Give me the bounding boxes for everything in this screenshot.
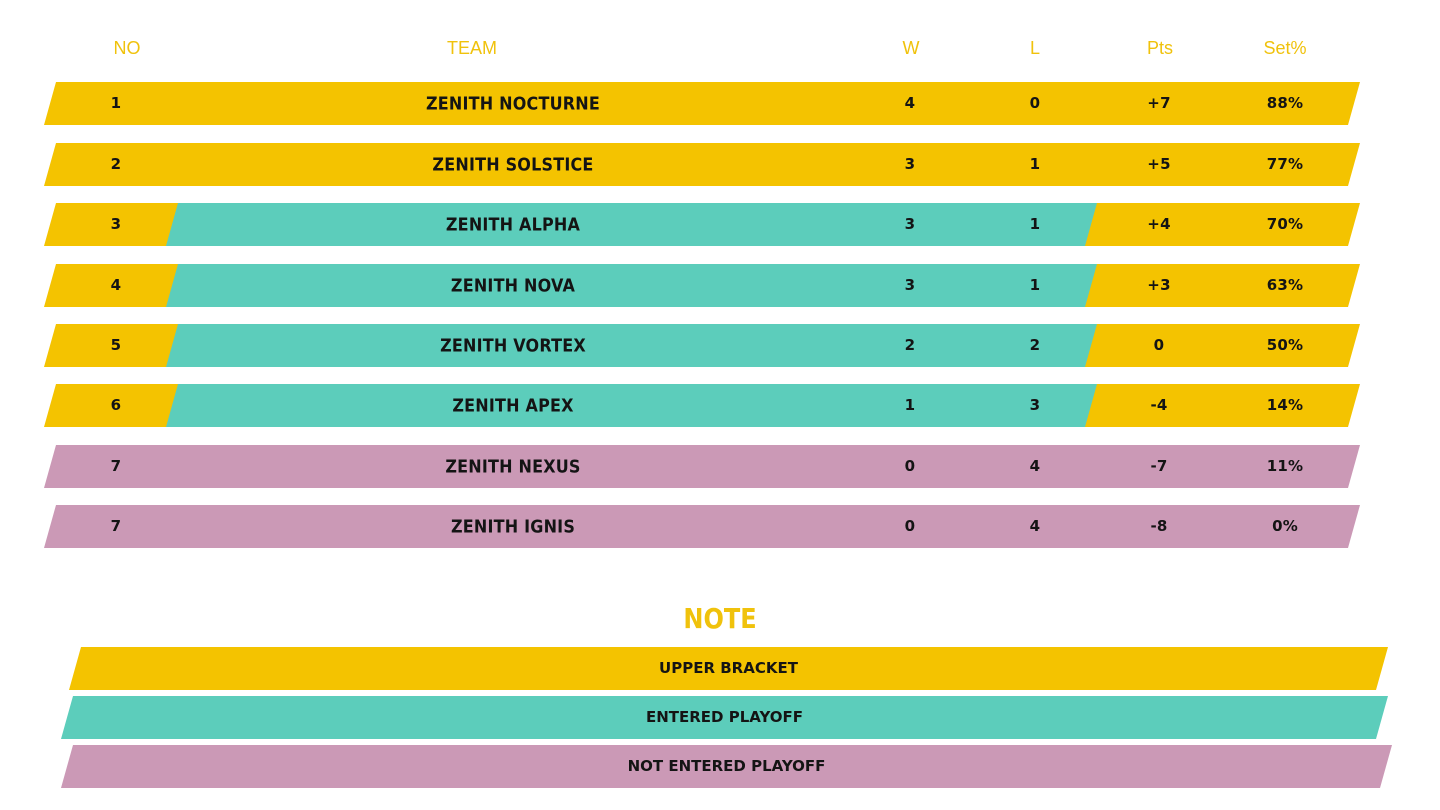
- cell-no: 1: [110, 94, 122, 112]
- header-pts: Pts: [1146, 38, 1174, 58]
- header-w: W: [902, 38, 920, 58]
- header-team: TEAM: [446, 38, 498, 58]
- table-row: 4 ZENITH NOVA 3 1 +3 63%: [44, 264, 1360, 307]
- row-status-band: [166, 264, 1097, 307]
- row-status-band: [166, 324, 1097, 367]
- cell-pts: +5: [1147, 155, 1171, 173]
- legend-label: UPPER BRACKET: [659, 659, 798, 677]
- cell-w: 4: [904, 94, 916, 112]
- cell-team: ZENITH APEX: [452, 395, 574, 416]
- cell-w: 3: [904, 155, 916, 173]
- cell-w: 0: [904, 517, 916, 535]
- cell-l: 1: [1029, 215, 1041, 233]
- cell-l: 4: [1029, 457, 1041, 475]
- cell-set-pct: 0%: [1272, 517, 1298, 535]
- legend-swatch: [61, 696, 1388, 739]
- cell-team: ZENITH NOVA: [450, 275, 576, 296]
- table-row: 3 ZENITH ALPHA 3 1 +4 70%: [44, 203, 1360, 246]
- header-l: L: [1029, 38, 1041, 58]
- cell-set-pct: 77%: [1266, 155, 1304, 173]
- row-background: [44, 445, 1360, 488]
- row-background: [44, 143, 1360, 186]
- cell-l: 4: [1029, 517, 1041, 535]
- cell-team: ZENITH IGNIS: [450, 516, 576, 537]
- cell-set-pct: 88%: [1266, 94, 1304, 112]
- legend-entered-playoff: ENTERED PLAYOFF: [61, 696, 1388, 739]
- table-row: 1 ZENITH NOCTURNE 4 0 +7 88%: [44, 82, 1360, 125]
- cell-pts: +7: [1147, 94, 1171, 112]
- legend-swatch: [61, 745, 1392, 788]
- cell-team: ZENITH VORTEX: [440, 335, 586, 356]
- table-row: 6 ZENITH APEX 1 3 -4 14%: [44, 384, 1360, 427]
- cell-set-pct: 14%: [1266, 396, 1304, 414]
- note-title: NOTE: [683, 602, 757, 636]
- legend-label: NOT ENTERED PLAYOFF: [627, 757, 826, 775]
- table-header: NO TEAM W L Pts Set%: [0, 38, 1440, 68]
- row-background: [44, 82, 1360, 125]
- cell-l: 1: [1029, 155, 1041, 173]
- table-row: 2 ZENITH SOLSTICE 3 1 +5 77%: [44, 143, 1360, 186]
- cell-no: 3: [110, 215, 122, 233]
- cell-pts: 0: [1153, 336, 1165, 354]
- cell-team: ZENITH NOCTURNE: [425, 93, 601, 114]
- cell-set-pct: 63%: [1266, 276, 1304, 294]
- legend-upper-bracket: UPPER BRACKET: [69, 647, 1388, 690]
- cell-team: ZENITH NEXUS: [445, 456, 581, 477]
- cell-no: 6: [110, 396, 122, 414]
- cell-no: 4: [110, 276, 122, 294]
- row-background: [44, 505, 1360, 548]
- legend-label: ENTERED PLAYOFF: [645, 708, 804, 726]
- cell-w: 2: [904, 336, 916, 354]
- cell-set-pct: 50%: [1266, 336, 1304, 354]
- row-status-band: [166, 384, 1097, 427]
- cell-w: 0: [904, 457, 916, 475]
- cell-set-pct: 70%: [1266, 215, 1304, 233]
- table-row: 5 ZENITH VORTEX 2 2 0 50%: [44, 324, 1360, 367]
- cell-no: 5: [110, 336, 122, 354]
- cell-l: 1: [1029, 276, 1041, 294]
- cell-team: ZENITH SOLSTICE: [432, 154, 594, 175]
- cell-no: 7: [110, 517, 122, 535]
- header-set-pct: Set%: [1263, 38, 1307, 58]
- cell-pts: +3: [1147, 276, 1171, 294]
- cell-pts: -8: [1150, 517, 1168, 535]
- cell-w: 1: [904, 396, 916, 414]
- table-row: 7 ZENITH IGNIS 0 4 -8 0%: [44, 505, 1360, 548]
- cell-l: 3: [1029, 396, 1041, 414]
- cell-pts: -4: [1150, 396, 1168, 414]
- cell-l: 2: [1029, 336, 1041, 354]
- cell-w: 3: [904, 215, 916, 233]
- cell-w: 3: [904, 276, 916, 294]
- cell-team: ZENITH ALPHA: [445, 214, 581, 235]
- cell-set-pct: 11%: [1266, 457, 1304, 475]
- cell-l: 0: [1029, 94, 1041, 112]
- cell-pts: +4: [1147, 215, 1171, 233]
- header-no: NO: [113, 38, 141, 58]
- legend-not-entered-playoff: NOT ENTERED PLAYOFF: [61, 745, 1392, 788]
- cell-no: 7: [110, 457, 122, 475]
- table-row: 7 ZENITH NEXUS 0 4 -7 11%: [44, 445, 1360, 488]
- legend-swatch: [69, 647, 1388, 690]
- cell-pts: -7: [1150, 457, 1168, 475]
- row-status-band: [166, 203, 1097, 246]
- cell-no: 2: [110, 155, 122, 173]
